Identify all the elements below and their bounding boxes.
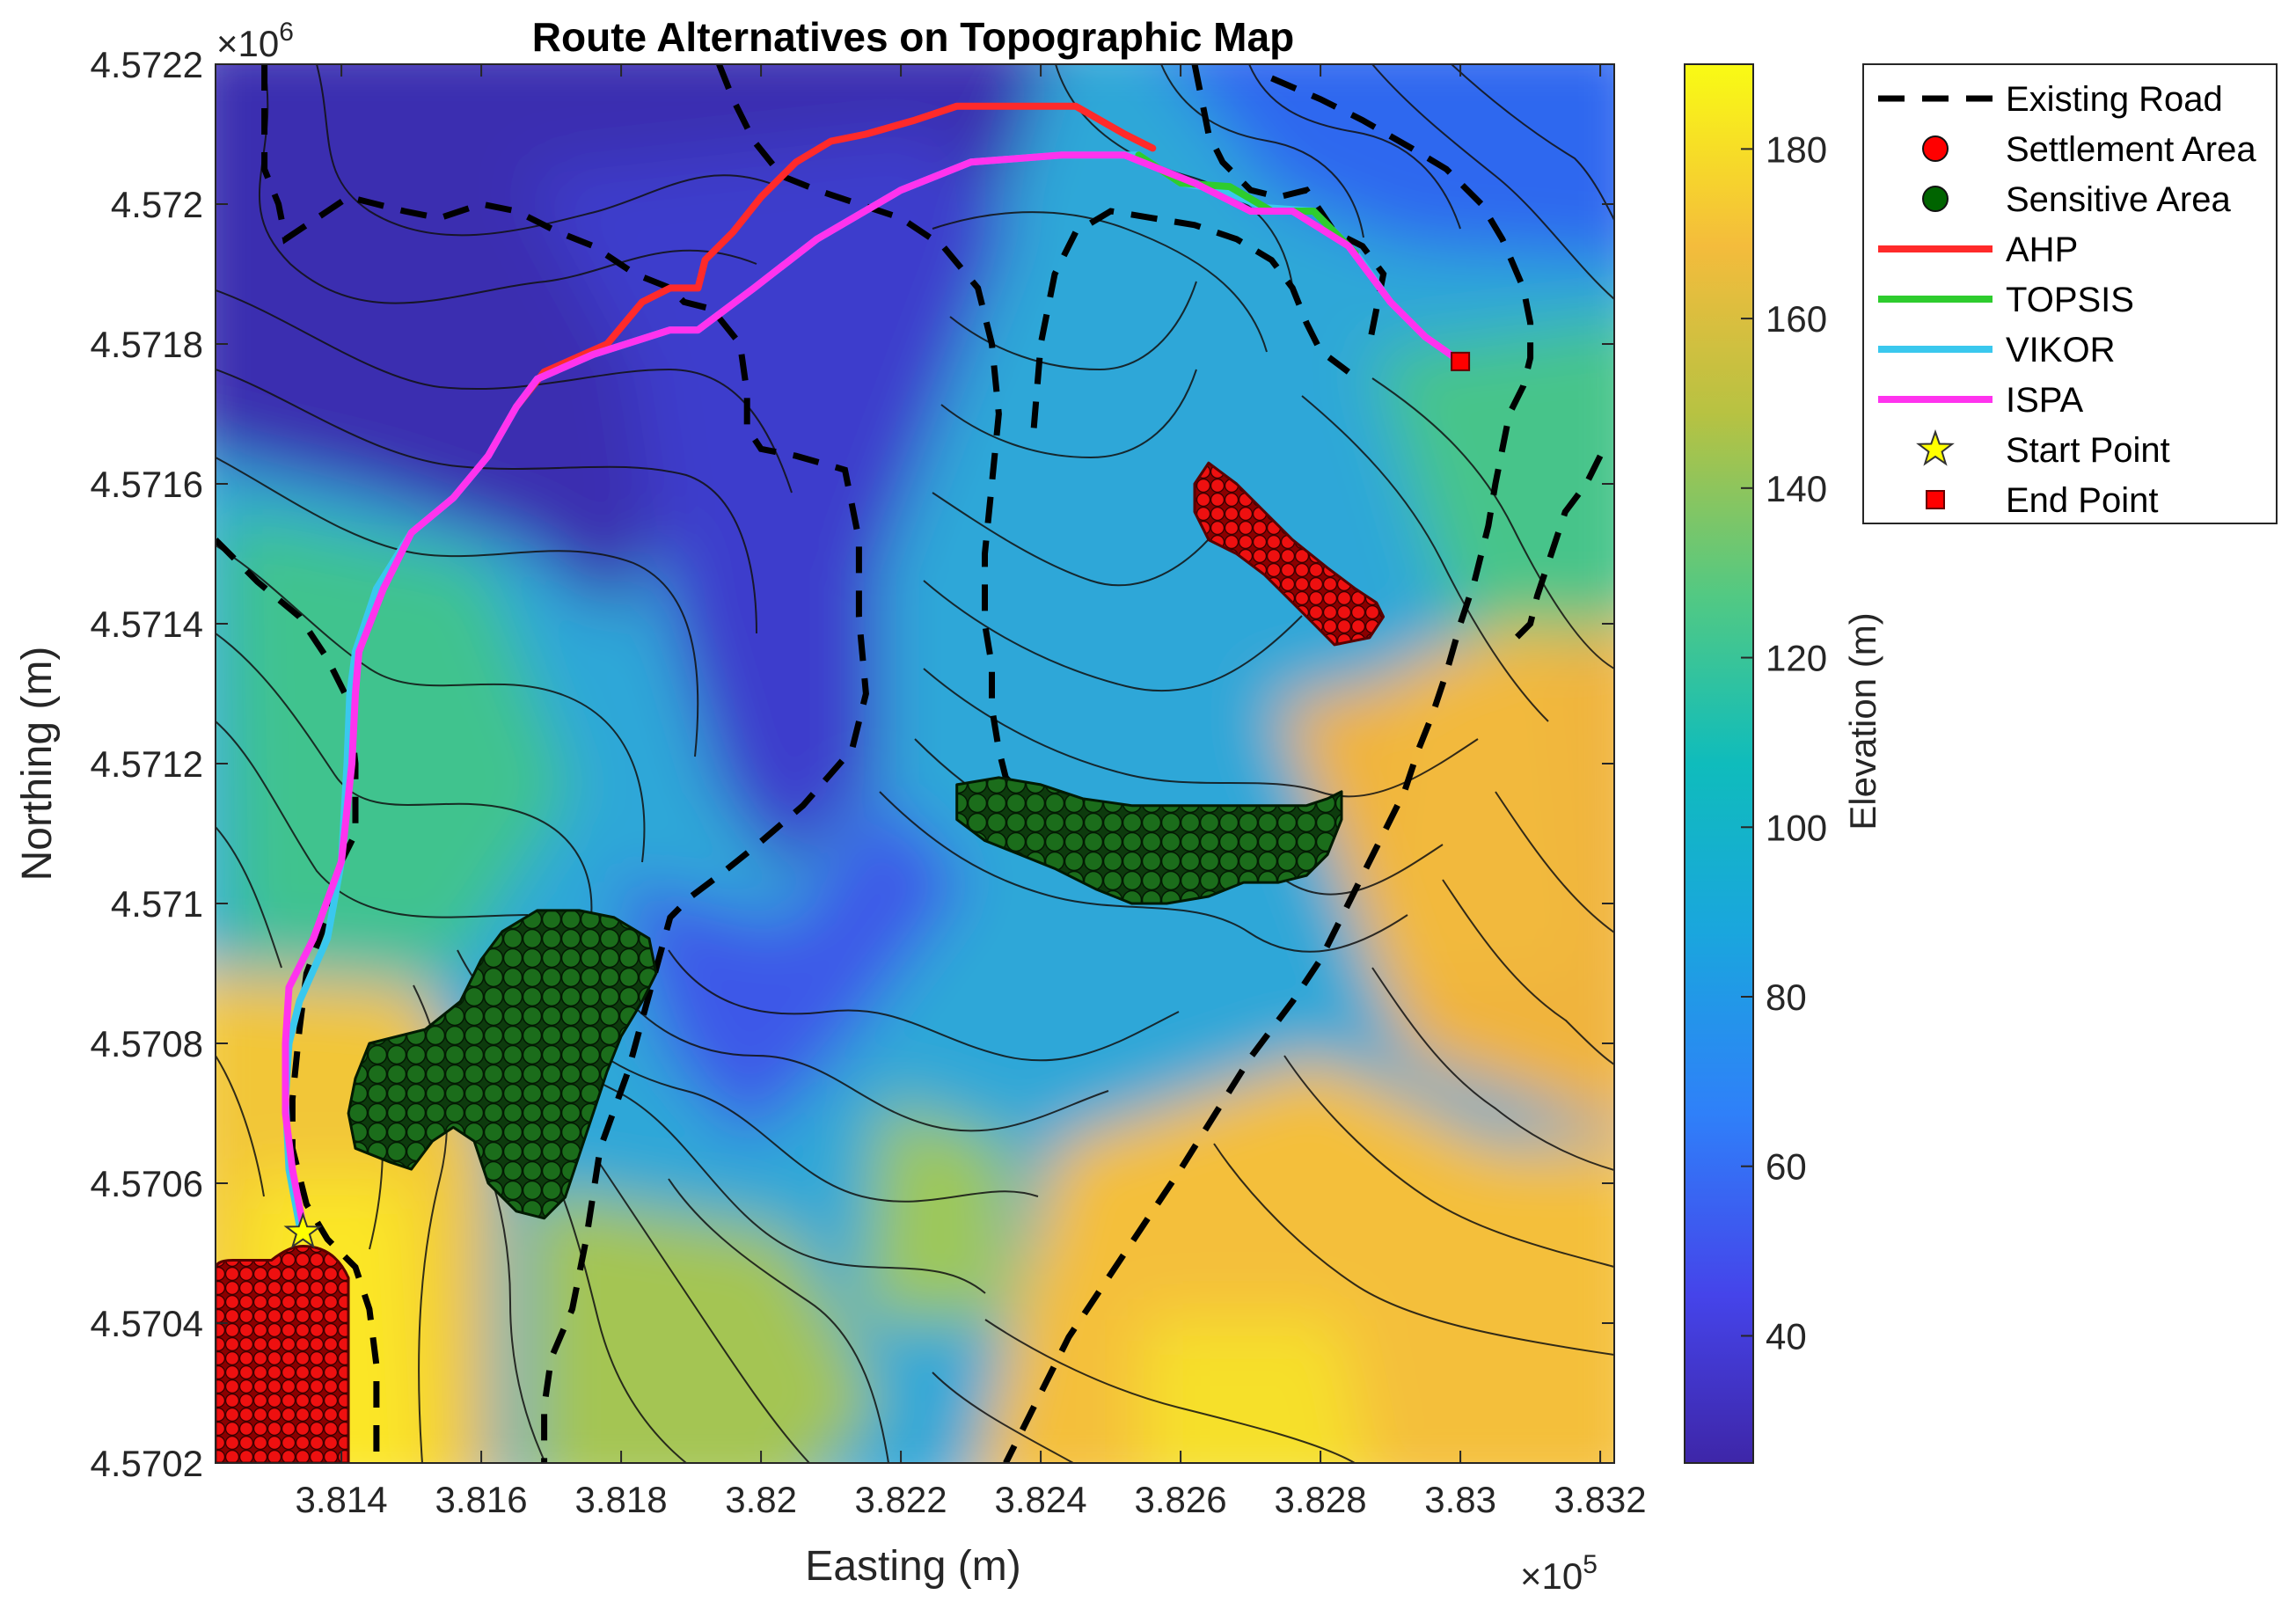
sensitive-area [347,909,658,1220]
x-tick-label: 3.832 [1554,1479,1647,1520]
colorbar-label: Elevation (m) [1842,612,1883,830]
colorbar-gradient [1684,63,1754,1464]
y-tick-label: 4.5722 [91,44,203,85]
legend-label: TOPSIS [2006,281,2134,319]
y-tick-label: 4.572 [111,184,203,225]
route-ahp [512,102,1157,411]
colorbar-tick-label: 100 [1766,807,1827,848]
existing-road [216,538,380,1463]
plot-area: 3.814 3.816 3.818 3.82 3.822 3.824 3.826 3.828 3… [91,44,1647,1520]
legend-item: Sensitive Area [1922,180,2231,219]
chart-title: Route Alternatives on Topographic Map [532,14,1294,60]
legend-label: AHP [2006,230,2078,269]
colorbar-ticks: 40 60 80 100 120 140 160 180 [1741,128,1827,1357]
start-point-marker [283,1211,323,1249]
areas-layer [216,461,1386,1463]
x-tick-label: 3.83 [1424,1479,1496,1520]
x-tick-label: 3.814 [296,1479,388,1520]
y-tick-label: 4.5714 [91,603,203,645]
x-tick-label: 3.822 [855,1479,947,1520]
colorbar-tick-label: 80 [1766,977,1807,1018]
y-tick-label: 4.5716 [91,464,203,505]
legend-circle [1922,186,1949,212]
end-point-marker [1451,351,1471,371]
colorbar-tick-label: 60 [1766,1146,1807,1188]
legend-circle [1922,135,1949,162]
existing-road [716,64,1217,872]
route-ispa [282,151,1465,1229]
x-tick-label: 3.826 [1135,1479,1227,1520]
x-tick-label: 3.82 [725,1479,797,1520]
legend-label: Start Point [2006,431,2170,470]
y-tick-label: 4.571 [111,883,203,925]
legend-item: TOPSIS [1878,281,2134,319]
y-tick-label: 4.5706 [91,1163,203,1204]
existing-road [1003,75,1534,1463]
settlement-area [1193,461,1386,647]
existing-road [1514,454,1604,640]
colorbar-tick-label: 180 [1766,128,1827,170]
legend-label: Existing Road [2006,80,2223,119]
sensitive-area [955,776,1343,905]
y-tick-label: 4.5702 [91,1443,203,1484]
legend-item: End Point [1926,481,2158,520]
legend-item: AHP [1878,230,2078,269]
legend-square [1926,490,1945,509]
svg-text:×105: ×105 [1520,1550,1598,1597]
legend-item: VIKOR [1878,331,2115,369]
markers-layer [283,351,1471,1249]
x-axis-ticks: 3.814 3.816 3.818 3.82 3.822 3.824 3.826 3.828 3… [296,64,1647,1520]
x-exponent-label: ×105 [1520,1550,1598,1597]
legend-star [1916,428,1955,466]
colorbar-tick-label: 140 [1766,468,1827,509]
x-tick-label: 3.824 [995,1479,1087,1520]
legend: Existing Road Settlement Area Sensitive Ar… [1862,63,2278,524]
y-tick-label: 4.5712 [91,743,203,785]
legend-label: Sensitive Area [2006,180,2231,219]
elevation-field [216,64,1614,1463]
x-axis-label: Easting (m) [805,1543,1020,1590]
x-tick-label: 3.828 [1275,1479,1367,1520]
y-tick-label: 4.5708 [91,1023,203,1064]
colorbar-tick-label: 120 [1766,638,1827,679]
legend-label: Settlement Area [2006,130,2256,169]
existing-road [261,64,869,1463]
y-axis-ticks: 4.5702 4.5704 4.5706 4.5708 4.571 4.5712 4.571… [91,44,1614,1484]
legend-label: ISPA [2006,381,2084,420]
legend-label: End Point [2006,481,2158,520]
y-tick-label: 4.5718 [91,324,203,365]
existing-road [1191,64,1387,345]
colorbar: 40 60 80 100 120 140 160 180 Elevation (m) [1684,63,1883,1464]
legend-item: Settlement Area [1922,130,2256,169]
x-tick-label: 3.818 [575,1479,668,1520]
y-axis-label: Northing (m) [14,647,61,881]
colorbar-tick-label: 160 [1766,298,1827,340]
routes-layer [282,102,1465,1229]
y-tick-label: 4.5704 [91,1303,203,1344]
legend-item: Existing Road [1878,80,2223,119]
settlement-area [216,1245,350,1463]
colorbar-tick-label: 40 [1766,1315,1807,1357]
existing-road [1030,208,1350,428]
y-exponent-label: ×106 [216,18,294,64]
existing-roads-layer [216,64,1604,1463]
legend-item: ISPA [1878,381,2084,420]
svg-text:×106: ×106 [216,18,294,64]
x-tick-label: 3.816 [435,1479,528,1520]
legend-label: VIKOR [2006,331,2115,369]
legend-item: Start Point [1916,428,2170,470]
